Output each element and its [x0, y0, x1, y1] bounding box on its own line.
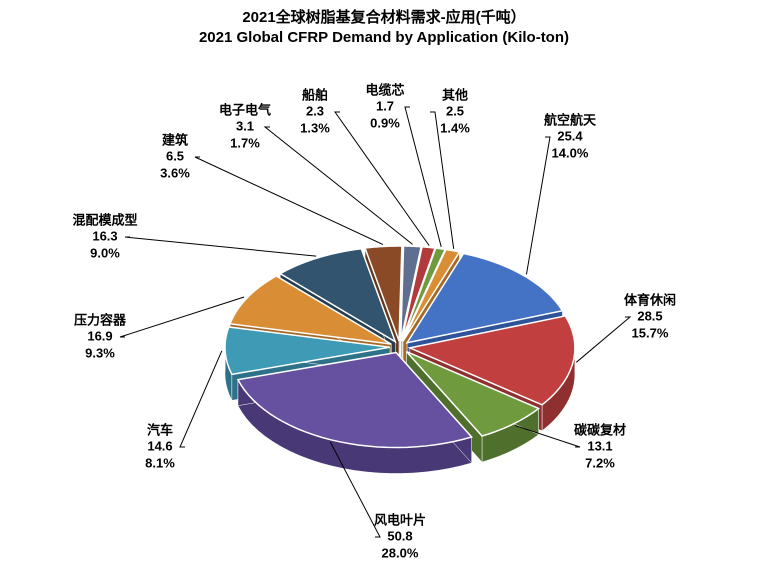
slice-label: 汽车14.68.1%: [145, 423, 175, 472]
slice-name: 建筑: [160, 133, 190, 149]
slice-name: 体育休闲: [624, 293, 676, 309]
slice-pct: 3.6%: [160, 165, 190, 181]
chart-title: 2021全球树脂基复合材料需求-应用(千吨） 2021 Global CFRP …: [0, 0, 768, 47]
title-line-2: 2021 Global CFRP Demand by Application (…: [0, 28, 768, 48]
slice-pct: 15.7%: [624, 325, 676, 341]
slice-pct: 9.0%: [72, 245, 137, 261]
slice-value: 28.5: [624, 309, 676, 325]
slice-name: 电缆芯: [365, 83, 404, 99]
slice-label: 其他2.51.4%: [440, 88, 470, 137]
slice-value: 2.3: [300, 104, 330, 120]
slice-name: 汽车: [145, 423, 175, 439]
pie-chart: 航空航天25.414.0% 体育休闲28.515.7% 碳碳复材13.17.2% 风电…: [0, 47, 768, 584]
slice-name: 碳碳复材: [574, 423, 626, 439]
slice-label: 船舶2.31.3%: [300, 88, 330, 137]
title-line-1: 2021全球树脂基复合材料需求-应用(千吨）: [0, 8, 768, 28]
slice-label: 航空航天25.414.0%: [544, 113, 596, 162]
slice-pct: 1.4%: [440, 120, 470, 136]
slice-pct: 14.0%: [544, 145, 596, 161]
slice-label: 建筑6.53.6%: [160, 133, 190, 182]
slice-value: 14.6: [145, 439, 175, 455]
slice-pct: 1.7%: [219, 135, 271, 151]
slice-label: 风电叶片50.828.0%: [374, 513, 426, 562]
slice-value: 16.3: [72, 229, 137, 245]
slice-pct: 8.1%: [145, 455, 175, 471]
slice-value: 3.1: [219, 119, 271, 135]
slice-value: 2.5: [440, 104, 470, 120]
slice-name: 其他: [440, 88, 470, 104]
slice-pct: 9.3%: [74, 345, 126, 361]
slice-pct: 0.9%: [365, 115, 404, 131]
slice-label: 压力容器16.99.3%: [74, 313, 126, 362]
slice-label: 碳碳复材13.17.2%: [574, 423, 626, 472]
slice-label: 体育休闲28.515.7%: [624, 293, 676, 342]
slice-label: 混配模成型16.39.0%: [72, 213, 137, 262]
slice-pct: 1.3%: [300, 120, 330, 136]
slice-name: 船舶: [300, 88, 330, 104]
slice-name: 电子电气: [219, 103, 271, 119]
slice-value: 16.9: [74, 329, 126, 345]
slice-value: 25.4: [544, 129, 596, 145]
slice-value: 1.7: [365, 99, 404, 115]
slice-label: 电子电气3.11.7%: [219, 103, 271, 152]
slice-name: 压力容器: [74, 313, 126, 329]
slice-name: 混配模成型: [72, 213, 137, 229]
slice-value: 6.5: [160, 149, 190, 165]
slice-name: 航空航天: [544, 113, 596, 129]
slice-pct: 7.2%: [574, 455, 626, 471]
slice-value: 50.8: [374, 529, 426, 545]
slice-value: 13.1: [574, 439, 626, 455]
slice-name: 风电叶片: [374, 513, 426, 529]
slice-label: 电缆芯1.70.9%: [365, 83, 404, 132]
slice-pct: 28.0%: [374, 545, 426, 561]
